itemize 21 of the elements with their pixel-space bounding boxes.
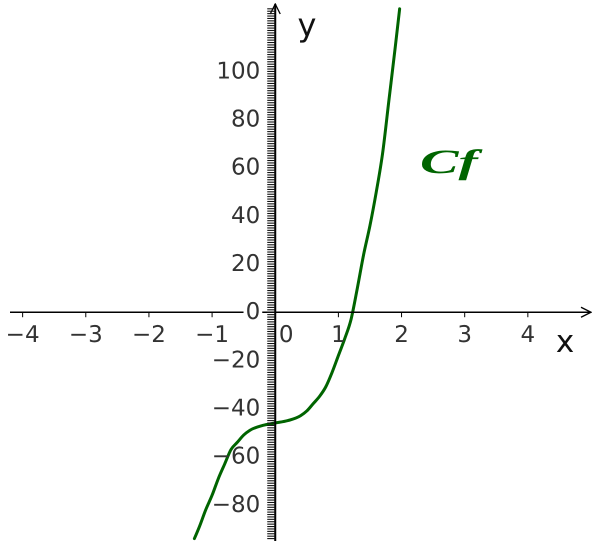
y-tick-label: 100 — [216, 58, 260, 84]
y-tick-label: 80 — [230, 106, 260, 132]
y-tick-label: 60 — [230, 154, 260, 181]
y-tick-label: 40 — [230, 202, 260, 229]
y-axis-title: y — [298, 6, 316, 44]
x-tick-label: 1 — [331, 322, 346, 348]
y-tick-label: 0 — [246, 299, 260, 326]
x-axis-title: x — [556, 324, 574, 360]
y-tick-label: −40 — [212, 395, 260, 422]
x-tick-label: −3 — [68, 322, 103, 348]
x-tick-label: 3 — [457, 322, 472, 348]
x-tick-label: −2 — [132, 322, 166, 348]
y-tick-label: 20 — [230, 250, 260, 277]
y-tick-label: −20 — [212, 347, 260, 374]
x-tick-label: −1 — [195, 322, 230, 348]
x-tick-label: 4 — [520, 322, 536, 348]
x-tick-label: −4 — [6, 322, 40, 348]
x-tick-label: 0 — [278, 322, 294, 348]
y-tick-label: −80 — [212, 492, 260, 518]
series-label: Cf — [420, 144, 483, 181]
x-tick-label: 2 — [394, 322, 409, 348]
